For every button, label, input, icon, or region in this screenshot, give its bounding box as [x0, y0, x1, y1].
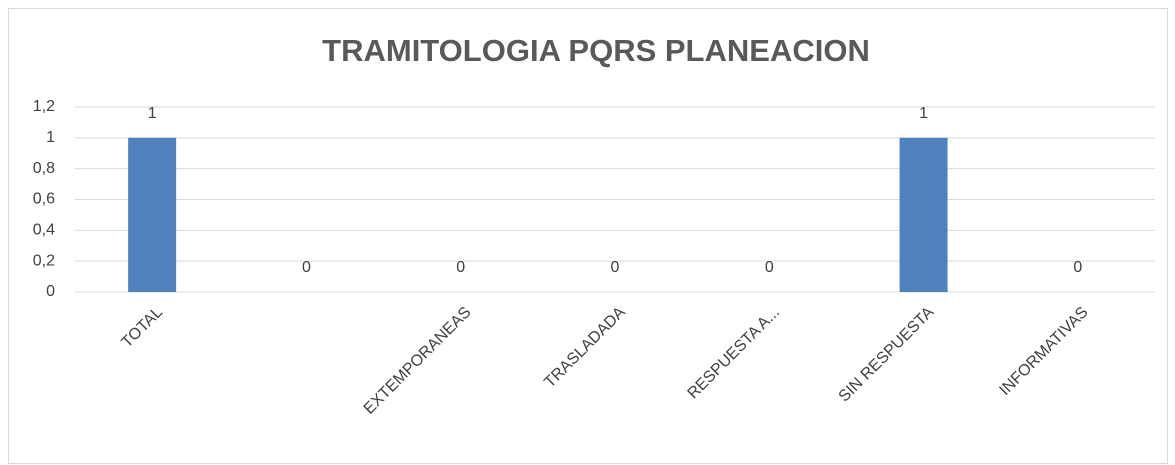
y-tick-label: 1,2: [33, 98, 55, 115]
data-label: 0: [611, 259, 620, 276]
data-label: 1: [148, 105, 157, 122]
y-tick-label: 1: [46, 129, 55, 146]
y-tick-label: 0,4: [33, 222, 55, 239]
chart-border: [8, 8, 1168, 464]
bar: [899, 137, 948, 292]
data-label: 0: [1073, 259, 1082, 276]
y-tick-label: 0,2: [33, 252, 55, 269]
y-tick-label: 0,8: [33, 160, 55, 177]
data-label: 0: [302, 259, 311, 276]
data-label: 1: [919, 105, 928, 122]
y-tick-label: 0,6: [33, 191, 55, 208]
bar: [128, 137, 177, 292]
chart-title: TRAMITOLOGIA PQRS PLANEACION: [322, 33, 870, 68]
y-tick-label: 0: [46, 283, 55, 300]
data-label: 0: [456, 259, 465, 276]
data-label: 0: [765, 259, 774, 276]
